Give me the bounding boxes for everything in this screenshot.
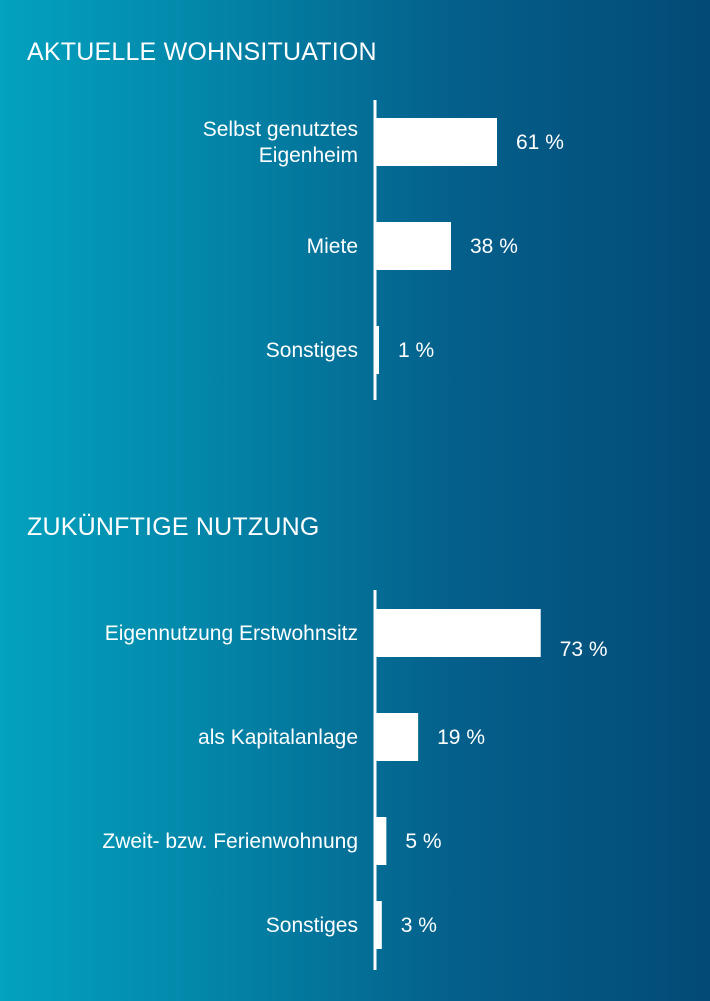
chart-title-aktuelle-wohnsituation: AKTUELLE WOHNSITUATION: [27, 38, 377, 66]
value-label-1-2: 5 %: [405, 830, 441, 853]
bar-chart-zukuenftige-nutzung: Eigennutzung Erstwohnsitz 73 % als Kapital…: [102, 590, 608, 970]
category-label-1-3: Sonstiges: [266, 914, 358, 937]
value-label-1-3: 3 %: [401, 914, 437, 937]
value-label-0-1: 38 %: [470, 235, 518, 258]
bar-chart-aktuelle-wohnsituation: Selbst genutztes Eigenheim 61 % Miete 38 % So…: [203, 100, 564, 400]
bar-1-3: [375, 901, 382, 949]
bar-0-2: [375, 326, 379, 374]
category-label-0-0-line1: Eigenheim: [259, 144, 358, 167]
category-label-0-1: Miete: [307, 235, 358, 258]
category-label-1-1: als Kapitalanlage: [198, 726, 358, 749]
category-label-1-2: Zweit- bzw. Ferienwohnung: [102, 830, 358, 853]
bar-1-1: [375, 713, 419, 761]
bar-1-2: [375, 817, 387, 865]
category-label-1-0: Eigennutzung Erstwohnsitz: [105, 622, 358, 645]
bar-0-1: [375, 222, 451, 270]
bar-0-0: [375, 118, 497, 166]
category-label-0-2: Sonstiges: [266, 339, 358, 362]
value-label-1-1: 19 %: [437, 726, 485, 749]
value-label-0-0: 61 %: [516, 131, 564, 154]
bar-1-0: [375, 609, 541, 657]
value-label-0-2: 1 %: [398, 339, 434, 362]
chart-title-zukuenftige-nutzung: ZUKÜNFTIGE NUTZUNG: [27, 513, 320, 541]
value-label-1-0: 73 %: [560, 638, 608, 661]
category-label-0-0-line0: Selbst genutztes: [203, 118, 358, 141]
